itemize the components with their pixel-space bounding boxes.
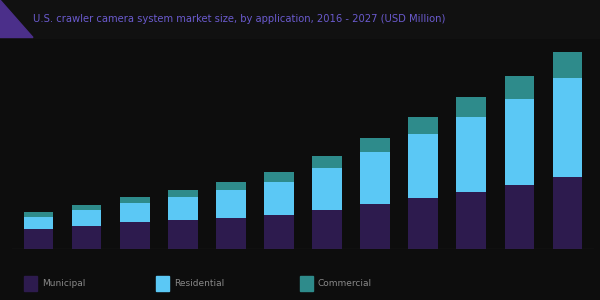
Bar [312,168,342,210]
Bar [553,52,583,78]
Bar [312,210,342,249]
Bar [505,76,535,99]
Bar [168,220,197,249]
Bar [360,204,390,249]
Bar [120,197,149,203]
Bar [216,182,246,190]
Bar [264,172,294,182]
Bar [457,117,486,192]
Bar [505,185,535,249]
Bar [216,190,246,218]
Bar [216,218,246,249]
Bar [23,212,53,217]
Bar [409,134,438,198]
Bar [553,78,583,177]
Bar [71,226,101,249]
Bar [457,192,486,249]
Bar [312,156,342,168]
Bar [409,198,438,249]
Bar [409,117,438,134]
Bar [168,190,197,196]
Text: Residential: Residential [174,279,224,288]
Bar [71,210,101,226]
Bar [168,196,197,220]
Text: Municipal: Municipal [42,279,85,288]
Bar [120,222,149,249]
Bar [23,217,53,229]
Text: Commercial: Commercial [318,279,372,288]
Bar [264,182,294,215]
Bar [360,152,390,204]
Bar [120,203,149,222]
Bar [553,177,583,249]
Bar [360,138,390,152]
Bar [71,205,101,210]
Bar [457,98,486,117]
Bar [264,215,294,249]
Text: U.S. crawler camera system market size, by application, 2016 - 2027 (USD Million: U.S. crawler camera system market size, … [33,14,445,24]
Bar [505,99,535,185]
Bar [23,229,53,249]
